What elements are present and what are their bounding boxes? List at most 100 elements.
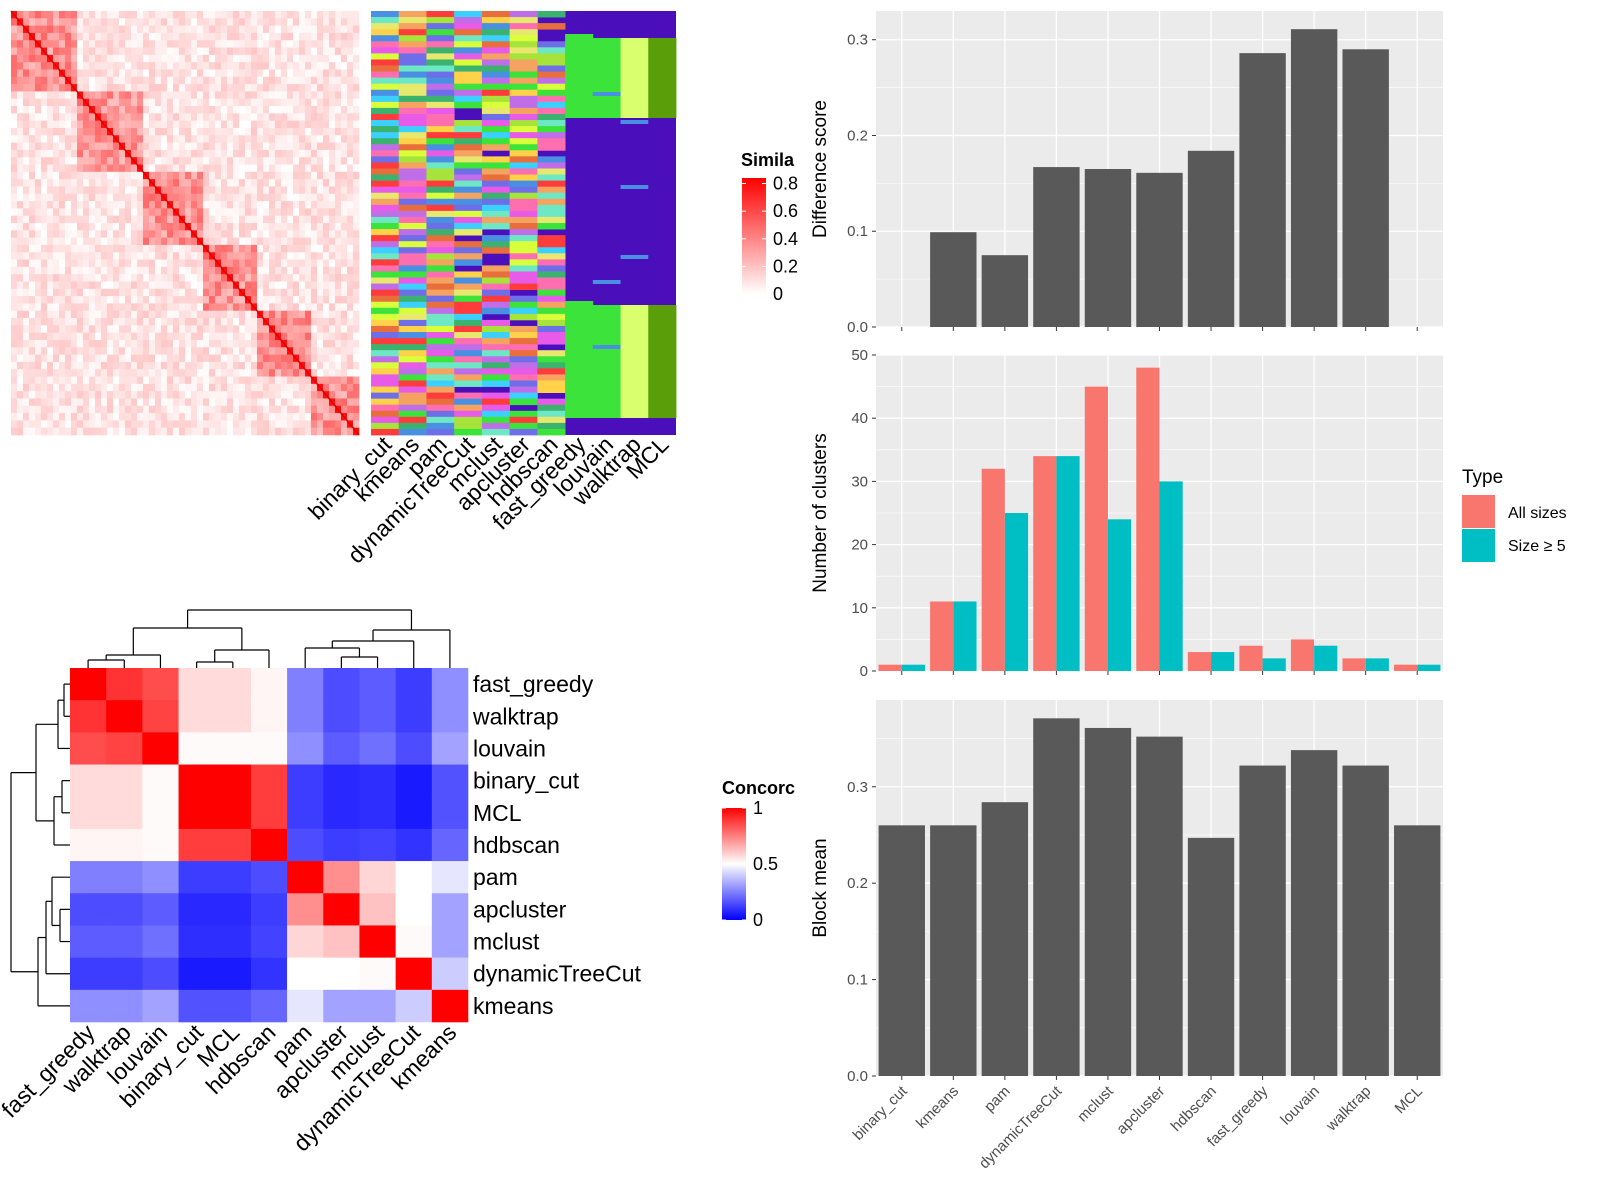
similarity-cell bbox=[197, 266, 204, 275]
similarity-cell bbox=[149, 32, 156, 41]
similarity-cell bbox=[143, 398, 150, 407]
similarity-cell bbox=[77, 142, 84, 151]
membership-cell bbox=[481, 319, 511, 327]
similarity-cell bbox=[275, 281, 282, 290]
similarity-cell bbox=[317, 347, 324, 355]
similarity-cell bbox=[335, 84, 342, 92]
similarity-cell bbox=[143, 332, 150, 341]
similarity-cell bbox=[305, 186, 312, 195]
similarity-cell bbox=[287, 230, 294, 238]
similarity-cell bbox=[47, 62, 54, 70]
similarity-cell bbox=[215, 54, 222, 63]
similarity-cell bbox=[251, 32, 258, 41]
similarity-cell bbox=[257, 391, 264, 399]
similarity-cell bbox=[221, 120, 228, 129]
bar bbox=[1084, 169, 1132, 327]
similarity-cell bbox=[353, 54, 360, 63]
membership-cell bbox=[371, 338, 400, 345]
similarity-cell bbox=[143, 420, 150, 428]
similarity-cell bbox=[137, 32, 144, 41]
bar-size-ge-5 bbox=[1211, 652, 1235, 671]
similarity-cell bbox=[149, 208, 156, 216]
similarity-cell bbox=[119, 230, 126, 238]
similarity-cell bbox=[137, 186, 144, 195]
similarity-cell bbox=[287, 237, 294, 246]
similarity-cell bbox=[59, 113, 66, 121]
similarity-cell bbox=[263, 398, 270, 407]
similarity-cell bbox=[17, 354, 24, 363]
concordance-cell bbox=[178, 732, 216, 765]
similarity-cell bbox=[221, 318, 228, 326]
similarity-cell bbox=[47, 135, 54, 143]
similarity-cell bbox=[53, 193, 60, 202]
similarity-cell bbox=[71, 398, 78, 407]
similarity-cell bbox=[221, 325, 228, 333]
similarity-cell bbox=[47, 405, 54, 414]
similarity-cell bbox=[311, 69, 318, 78]
similarity-cell bbox=[179, 288, 186, 297]
similarity-cell bbox=[269, 266, 276, 275]
similarity-cell bbox=[113, 215, 120, 224]
similarity-cell bbox=[101, 391, 108, 399]
similarity-cell bbox=[131, 223, 138, 231]
similarity-cell bbox=[167, 208, 174, 216]
legend-tick-label: 0 bbox=[753, 910, 763, 930]
similarity-cell bbox=[275, 420, 282, 428]
similarity-cell bbox=[245, 361, 252, 370]
similarity-cell bbox=[215, 391, 222, 399]
membership-cell bbox=[426, 150, 455, 157]
similarity-cell bbox=[149, 369, 156, 377]
concordance-cell bbox=[142, 893, 179, 926]
similarity-cell bbox=[221, 62, 228, 70]
similarity-cell bbox=[311, 201, 318, 209]
similarity-cell bbox=[191, 40, 198, 48]
similarity-cell bbox=[125, 303, 132, 312]
similarity-cell bbox=[125, 40, 132, 48]
membership-cell bbox=[537, 247, 566, 254]
similarity-cell bbox=[215, 369, 222, 377]
similarity-cell bbox=[65, 398, 72, 407]
similarity-cell bbox=[23, 332, 30, 341]
similarity-cell bbox=[137, 69, 144, 78]
similarity-cell bbox=[119, 325, 126, 333]
similarity-cell bbox=[35, 405, 42, 414]
similarity-cell bbox=[29, 354, 36, 363]
similarity-cell bbox=[107, 339, 114, 348]
y-axis-label: Block mean bbox=[810, 838, 831, 937]
similarity-cell bbox=[251, 376, 258, 385]
similarity-cell bbox=[299, 413, 306, 421]
similarity-cell bbox=[221, 76, 228, 85]
similarity-cell bbox=[239, 113, 246, 121]
similarity-cell bbox=[287, 369, 294, 377]
similarity-cell bbox=[281, 347, 288, 355]
similarity-cell bbox=[245, 215, 252, 224]
similarity-cell bbox=[107, 157, 114, 165]
membership-cell bbox=[481, 138, 511, 145]
similarity-cell bbox=[161, 157, 168, 165]
membership-cell bbox=[509, 398, 538, 406]
similarity-cell bbox=[155, 230, 162, 238]
y-tick-label: 0.2 bbox=[847, 127, 868, 144]
membership-cell bbox=[398, 65, 427, 72]
similarity-cell bbox=[83, 11, 90, 19]
similarity-cell bbox=[23, 339, 30, 348]
similarity-cell bbox=[191, 32, 198, 41]
similarity-cell bbox=[335, 106, 342, 114]
similarity-cell bbox=[89, 98, 96, 107]
similarity-cell bbox=[17, 186, 24, 195]
similarity-cell bbox=[113, 259, 120, 268]
similarity-cell bbox=[23, 32, 30, 41]
membership-cell bbox=[426, 338, 455, 345]
similarity-cell bbox=[269, 25, 276, 34]
similarity-cell bbox=[77, 69, 84, 78]
similarity-cell bbox=[185, 347, 192, 355]
similarity-cell bbox=[101, 266, 108, 275]
similarity-cell bbox=[59, 427, 66, 436]
membership-cell bbox=[426, 174, 455, 181]
similarity-cell bbox=[299, 32, 306, 41]
membership-cell bbox=[454, 35, 483, 42]
similarity-cell bbox=[161, 259, 168, 268]
similarity-cell bbox=[251, 25, 258, 34]
similarity-cell bbox=[155, 288, 162, 297]
concordance-cell bbox=[70, 957, 107, 991]
